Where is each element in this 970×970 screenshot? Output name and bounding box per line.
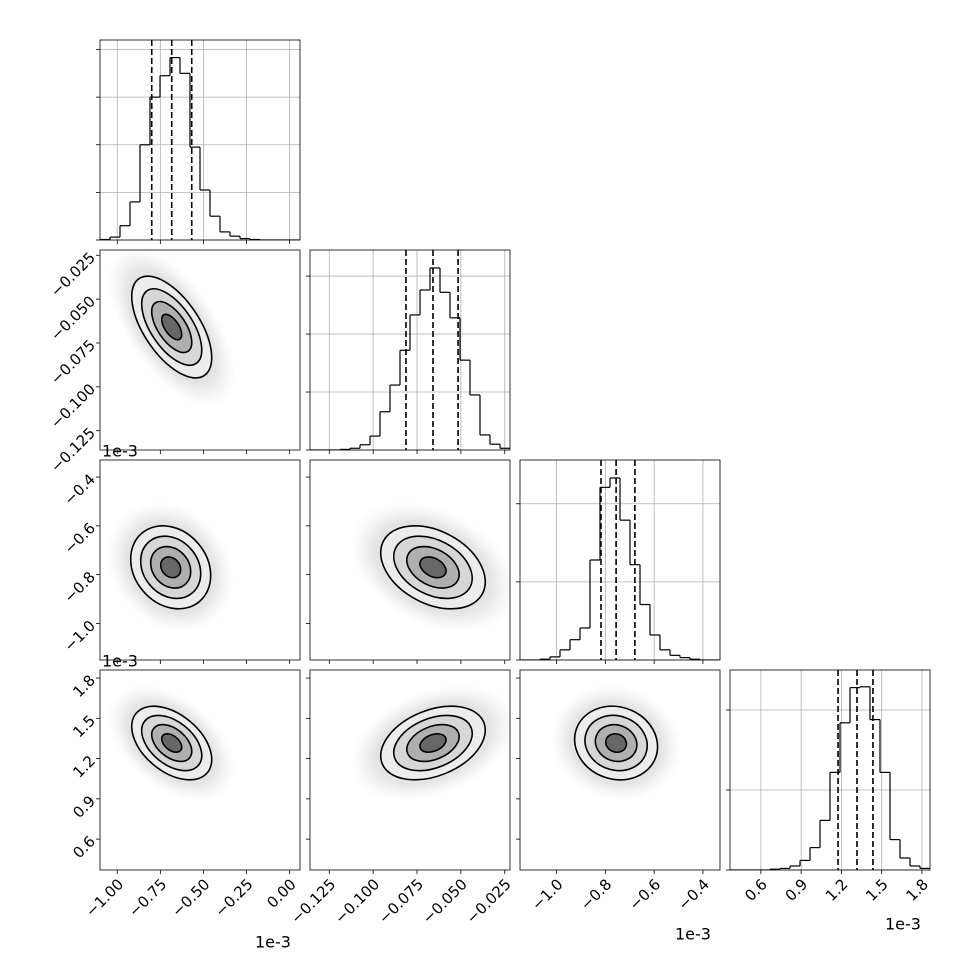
x-tick-label: −0.75 [125, 875, 170, 920]
contour [392, 714, 473, 772]
axes-frame [99, 39, 301, 241]
x-tick-label: −0.100 [331, 875, 383, 927]
x-tick-label: 1.8 [902, 875, 932, 905]
x-tick-label: −0.8 [577, 875, 615, 913]
contour [594, 723, 638, 763]
y-tick-label: 1.8 [69, 671, 99, 701]
y-tick-label: −0.6 [61, 519, 99, 557]
contour [150, 300, 193, 354]
contour [140, 288, 203, 366]
y-tick-label: −0.125 [47, 424, 99, 476]
contour [130, 275, 213, 379]
axes-frame [519, 459, 721, 661]
axes-frame [309, 669, 511, 871]
contour-fill [419, 556, 447, 578]
contour-fill [419, 733, 447, 753]
panel-density [107, 250, 236, 409]
contour-fill [161, 314, 182, 340]
contour [379, 525, 487, 610]
y-tick-label: −0.050 [47, 292, 99, 344]
x-tick-label: 0.6 [741, 875, 771, 905]
contour [129, 525, 212, 610]
axis-offset-text: 1e-3 [675, 925, 711, 944]
contour [584, 714, 648, 772]
y-tick-label: −0.100 [47, 380, 99, 432]
contour [150, 723, 193, 763]
axes-frame [99, 249, 301, 451]
x-tick-label: 1.2 [822, 875, 852, 905]
axes-frame [99, 669, 301, 871]
x-tick-label: −0.025 [463, 875, 515, 927]
y-tick-label: 1.5 [69, 712, 99, 742]
y-tick-label: 0.9 [69, 792, 99, 822]
contour [140, 714, 203, 772]
contour [379, 705, 487, 781]
panel-density [549, 684, 683, 802]
x-tick-label: −0.125 [287, 875, 339, 927]
contour [139, 535, 202, 600]
axes-frame [729, 669, 931, 871]
axes-frame [309, 249, 511, 451]
panel-density [107, 684, 236, 802]
y-tick-label: −0.8 [61, 568, 99, 606]
x-tick-label: −0.075 [375, 875, 427, 927]
contour [130, 705, 213, 781]
contour [573, 705, 659, 781]
axis-offset-text: 1e-3 [102, 442, 138, 461]
contour [604, 733, 628, 754]
axis-offset-text: 1e-3 [255, 933, 291, 952]
contour-fill [605, 733, 627, 753]
contour-fill [160, 556, 181, 578]
x-tick-label: −1.0 [528, 875, 566, 913]
x-tick-label: 1.5 [862, 875, 892, 905]
y-tick-label: −0.025 [47, 249, 99, 301]
y-tick-label: 1.2 [69, 752, 99, 782]
x-tick-label: −0.6 [626, 875, 664, 913]
axes-frame [519, 669, 721, 871]
y-tick-label: −0.4 [61, 470, 99, 508]
contour [406, 545, 460, 589]
x-tick-label: −0.050 [419, 875, 471, 927]
panel-density [349, 500, 510, 634]
axis-offset-text: 1e-3 [885, 915, 921, 934]
panel-density [106, 500, 235, 634]
contour [392, 535, 473, 600]
y-tick-label: −1.0 [61, 617, 99, 655]
x-tick-label: −0.25 [211, 875, 256, 920]
axes-frame [309, 459, 511, 661]
x-tick-label: 0.00 [263, 875, 299, 911]
panel-density [349, 684, 510, 802]
contour [160, 313, 183, 341]
contour [160, 733, 183, 754]
axes-frame [99, 459, 301, 661]
x-tick-label: −0.4 [674, 875, 712, 913]
y-tick-label: 0.6 [69, 832, 99, 862]
contour [149, 545, 192, 589]
contour [406, 723, 460, 763]
y-tick-label: −0.075 [47, 336, 99, 388]
x-tick-label: −1.00 [82, 875, 127, 920]
x-tick-label: −0.50 [168, 875, 213, 920]
contour [159, 556, 182, 579]
x-tick-label: 0.9 [782, 875, 812, 905]
contour [419, 733, 447, 754]
axis-offset-text: 1e-3 [102, 652, 138, 671]
contour [419, 556, 447, 579]
